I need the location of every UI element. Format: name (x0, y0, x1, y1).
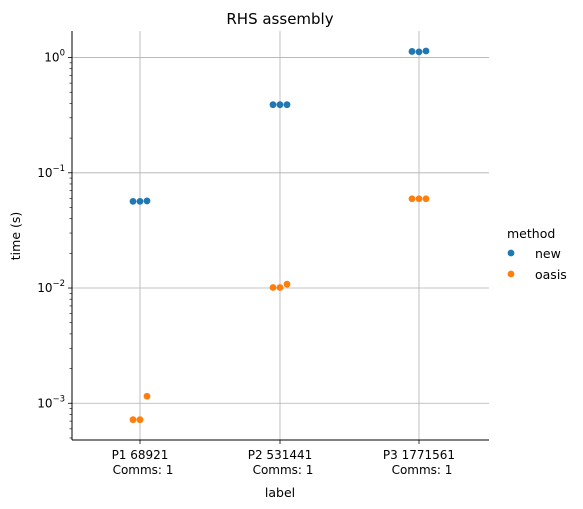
data-point-oasis (136, 416, 144, 424)
legend-marker-oasis (507, 270, 515, 278)
data-point-oasis (422, 195, 430, 203)
y-tick-label: 100 (44, 49, 65, 65)
x-tick-label-line: P1 68921 (112, 448, 169, 462)
data-point-new (269, 101, 277, 109)
y-tick-exponent: −1 (52, 164, 65, 174)
data-point-oasis (269, 284, 277, 291)
x-tick-label: P3 1771561 Comms: 1 (383, 448, 455, 477)
legend-title: method (507, 226, 555, 241)
y-tick-exponent: 0 (60, 49, 65, 59)
x-tick-label-line: P3 1771561 (383, 448, 455, 462)
x-tick-label-line: Comms: 1 (253, 463, 314, 477)
y-ticks: 10−3 10−2 10−1 100 (37, 49, 72, 439)
x-tick-label-line: P2 531441 (248, 448, 313, 462)
y-tick-label: 10−1 (37, 164, 65, 180)
y-tick-label: 10−2 (37, 279, 65, 295)
chart-title: RHS assembly (226, 10, 333, 28)
y-axis-label: time (s) (8, 212, 23, 260)
legend-label-new: new (535, 246, 561, 261)
legend-label-oasis: oasis (535, 267, 567, 282)
x-tick-label-line: Comms: 1 (392, 463, 453, 477)
x-tick-label: P1 68921 Comms: 1 (112, 448, 174, 477)
data-point-new (276, 101, 284, 109)
x-axis-label: label (265, 485, 295, 500)
grid (72, 31, 489, 440)
data-point-new (143, 197, 151, 205)
axes (71, 31, 489, 441)
data-point-new (408, 48, 416, 55)
data-point-oasis (276, 284, 284, 291)
data-point-oasis (283, 280, 291, 288)
legend: method new oasis (507, 226, 567, 282)
y-tick-exponent: −3 (52, 394, 65, 404)
y-tick-label: 10−3 (37, 394, 65, 410)
data-point-new (129, 197, 137, 205)
legend-marker-new (507, 249, 515, 257)
data-points (129, 47, 430, 424)
data-point-new (422, 47, 430, 55)
data-point-oasis (129, 416, 137, 424)
x-tick-label: P2 531441 Comms: 1 (248, 448, 314, 477)
data-point-oasis (408, 195, 416, 203)
data-point-oasis (143, 392, 151, 400)
x-ticks: P1 68921 Comms: 1P2 531441 Comms: 1P3 1771… (112, 440, 455, 477)
data-point-oasis (415, 195, 423, 203)
x-tick-label-line: Comms: 1 (113, 463, 174, 477)
data-point-new (136, 197, 144, 205)
data-point-new (415, 48, 423, 56)
y-tick-exponent: −2 (52, 279, 65, 289)
data-point-new (283, 101, 291, 109)
